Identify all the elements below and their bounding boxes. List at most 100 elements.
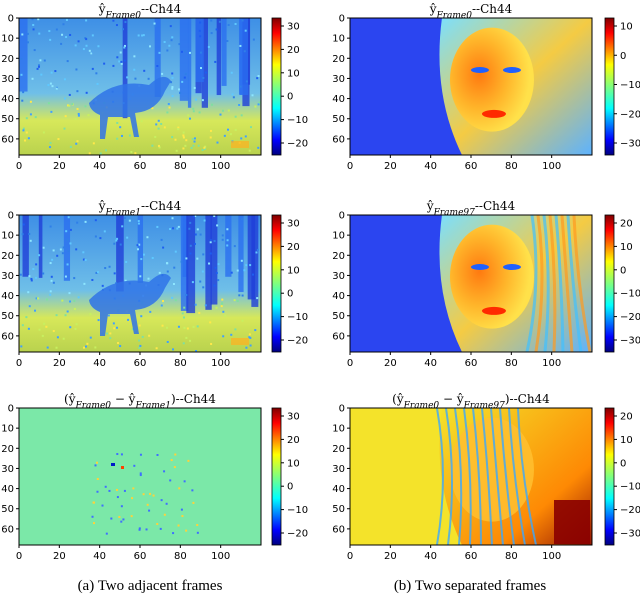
- x-tick-label: 20: [384, 551, 397, 562]
- colorbar-tick-label: 20: [287, 242, 300, 253]
- x-tick-label: 80: [174, 551, 187, 562]
- colorbar-tick-label: −20: [287, 139, 308, 150]
- x-tick-label: 40: [424, 161, 437, 172]
- colorbar-tick-label: 10: [287, 265, 300, 276]
- heatmap-image: [350, 18, 592, 155]
- colorbar-tick-label: −20: [620, 312, 640, 323]
- colorbar-tick-label: 20: [287, 45, 300, 56]
- y-tick-label: 20: [1, 54, 14, 65]
- colorbar-tick-label: −10: [620, 482, 640, 493]
- x-tick-label: 100: [542, 161, 561, 172]
- panel-title-part: )--Ch44: [171, 392, 216, 406]
- y-tick-label: 50: [332, 114, 345, 125]
- x-tick-label: 100: [211, 358, 230, 369]
- y-tick-label: 60: [332, 134, 345, 145]
- colorbar-tick-label: 20: [287, 435, 300, 446]
- colorbar-tick-label: 10: [287, 68, 300, 79]
- x-tick-label: 60: [465, 358, 478, 369]
- x-tick-label: 60: [134, 161, 147, 172]
- x-tick-label: 0: [16, 358, 22, 369]
- x-tick-label: 40: [93, 551, 106, 562]
- y-tick-label: 30: [332, 74, 345, 85]
- y-tick-label: 10: [332, 231, 345, 242]
- colorbar-tick-label: 0: [287, 92, 293, 103]
- y-tick-label: 0: [339, 404, 345, 415]
- y-tick-label: 50: [1, 114, 14, 125]
- colorbar-tick-label: 0: [620, 265, 626, 276]
- y-tick-label: 30: [332, 464, 345, 475]
- y-tick-label: 0: [339, 211, 345, 222]
- colorbar: [271, 17, 282, 156]
- x-tick-label: 80: [174, 358, 187, 369]
- panel-title-part: Frame0: [75, 401, 112, 411]
- colorbar-tick-label: 10: [620, 435, 633, 446]
- panel-title-part: )--Ch44: [505, 392, 550, 406]
- x-tick-label: 20: [53, 551, 66, 562]
- colorbar-tick-label: −20: [287, 529, 308, 540]
- y-tick-label: 60: [332, 331, 345, 342]
- panel-title: ŷFrame0--Ch44: [98, 2, 182, 21]
- x-tick-label: 20: [53, 161, 66, 172]
- panel-title-part: --Ch44: [475, 199, 516, 213]
- panel-title-part: Frame97: [463, 401, 505, 411]
- y-tick-label: 10: [332, 34, 345, 45]
- x-tick-label: 20: [384, 358, 397, 369]
- panel-title-part: Frame1: [104, 208, 141, 218]
- y-tick-label: 50: [332, 311, 345, 322]
- colorbar-tick-label: −20: [287, 336, 308, 347]
- y-tick-label: 60: [1, 134, 14, 145]
- caption-separated-frames: (b) Two separated frames: [394, 578, 547, 594]
- colorbar-tick-label: −10: [287, 312, 308, 323]
- y-tick-label: 20: [1, 251, 14, 262]
- x-tick-label: 60: [134, 358, 147, 369]
- y-tick-label: 60: [332, 524, 345, 535]
- colorbar-tick-label: −10: [287, 505, 308, 516]
- y-tick-label: 40: [1, 94, 14, 105]
- colorbar-tick-label: 10: [620, 22, 633, 33]
- colorbar: [271, 407, 282, 546]
- y-tick-label: 40: [1, 484, 14, 495]
- heatmap-image: [19, 18, 261, 155]
- panel-title-part: --Ch44: [141, 199, 182, 213]
- panel-title-part: − ŷ: [439, 392, 464, 406]
- x-tick-label: 60: [465, 551, 478, 562]
- heatmap-image: [19, 408, 261, 545]
- x-tick-label: 40: [93, 358, 106, 369]
- x-tick-label: 100: [542, 358, 561, 369]
- colorbar-tick-label: 30: [287, 412, 300, 423]
- y-tick-label: 0: [8, 404, 14, 415]
- colorbar: [604, 214, 615, 353]
- colorbar-tick-label: 0: [620, 458, 626, 469]
- x-tick-label: 0: [347, 551, 353, 562]
- y-tick-label: 10: [1, 424, 14, 435]
- x-tick-label: 0: [16, 551, 22, 562]
- y-tick-label: 40: [332, 291, 345, 302]
- colorbar: [604, 17, 615, 156]
- x-tick-label: 80: [505, 551, 518, 562]
- colorbar-tick-label: −20: [620, 109, 640, 120]
- colorbar-tick-label: 0: [287, 482, 293, 493]
- colorbar-tick-label: 20: [620, 219, 633, 230]
- colorbar-tick-label: −30: [620, 336, 640, 347]
- panel-title-part: (ŷ: [392, 392, 404, 406]
- y-tick-label: 50: [1, 504, 14, 515]
- x-tick-label: 0: [347, 358, 353, 369]
- panel-title-part: ŷ: [98, 199, 106, 213]
- y-tick-label: 20: [332, 444, 345, 455]
- panel-title-part: Frame0: [104, 11, 141, 21]
- heatmap-image: [350, 408, 592, 545]
- colorbar-tick-label: 0: [287, 289, 293, 300]
- colorbar-tick-label: 10: [620, 242, 633, 253]
- x-tick-label: 60: [465, 161, 478, 172]
- x-tick-label: 20: [53, 358, 66, 369]
- panel-title-part: Frame0: [435, 11, 472, 21]
- panel-title-part: ŷ: [98, 2, 106, 16]
- y-tick-label: 0: [8, 211, 14, 222]
- panel-title-part: − ŷ: [111, 392, 136, 406]
- y-tick-label: 40: [1, 291, 14, 302]
